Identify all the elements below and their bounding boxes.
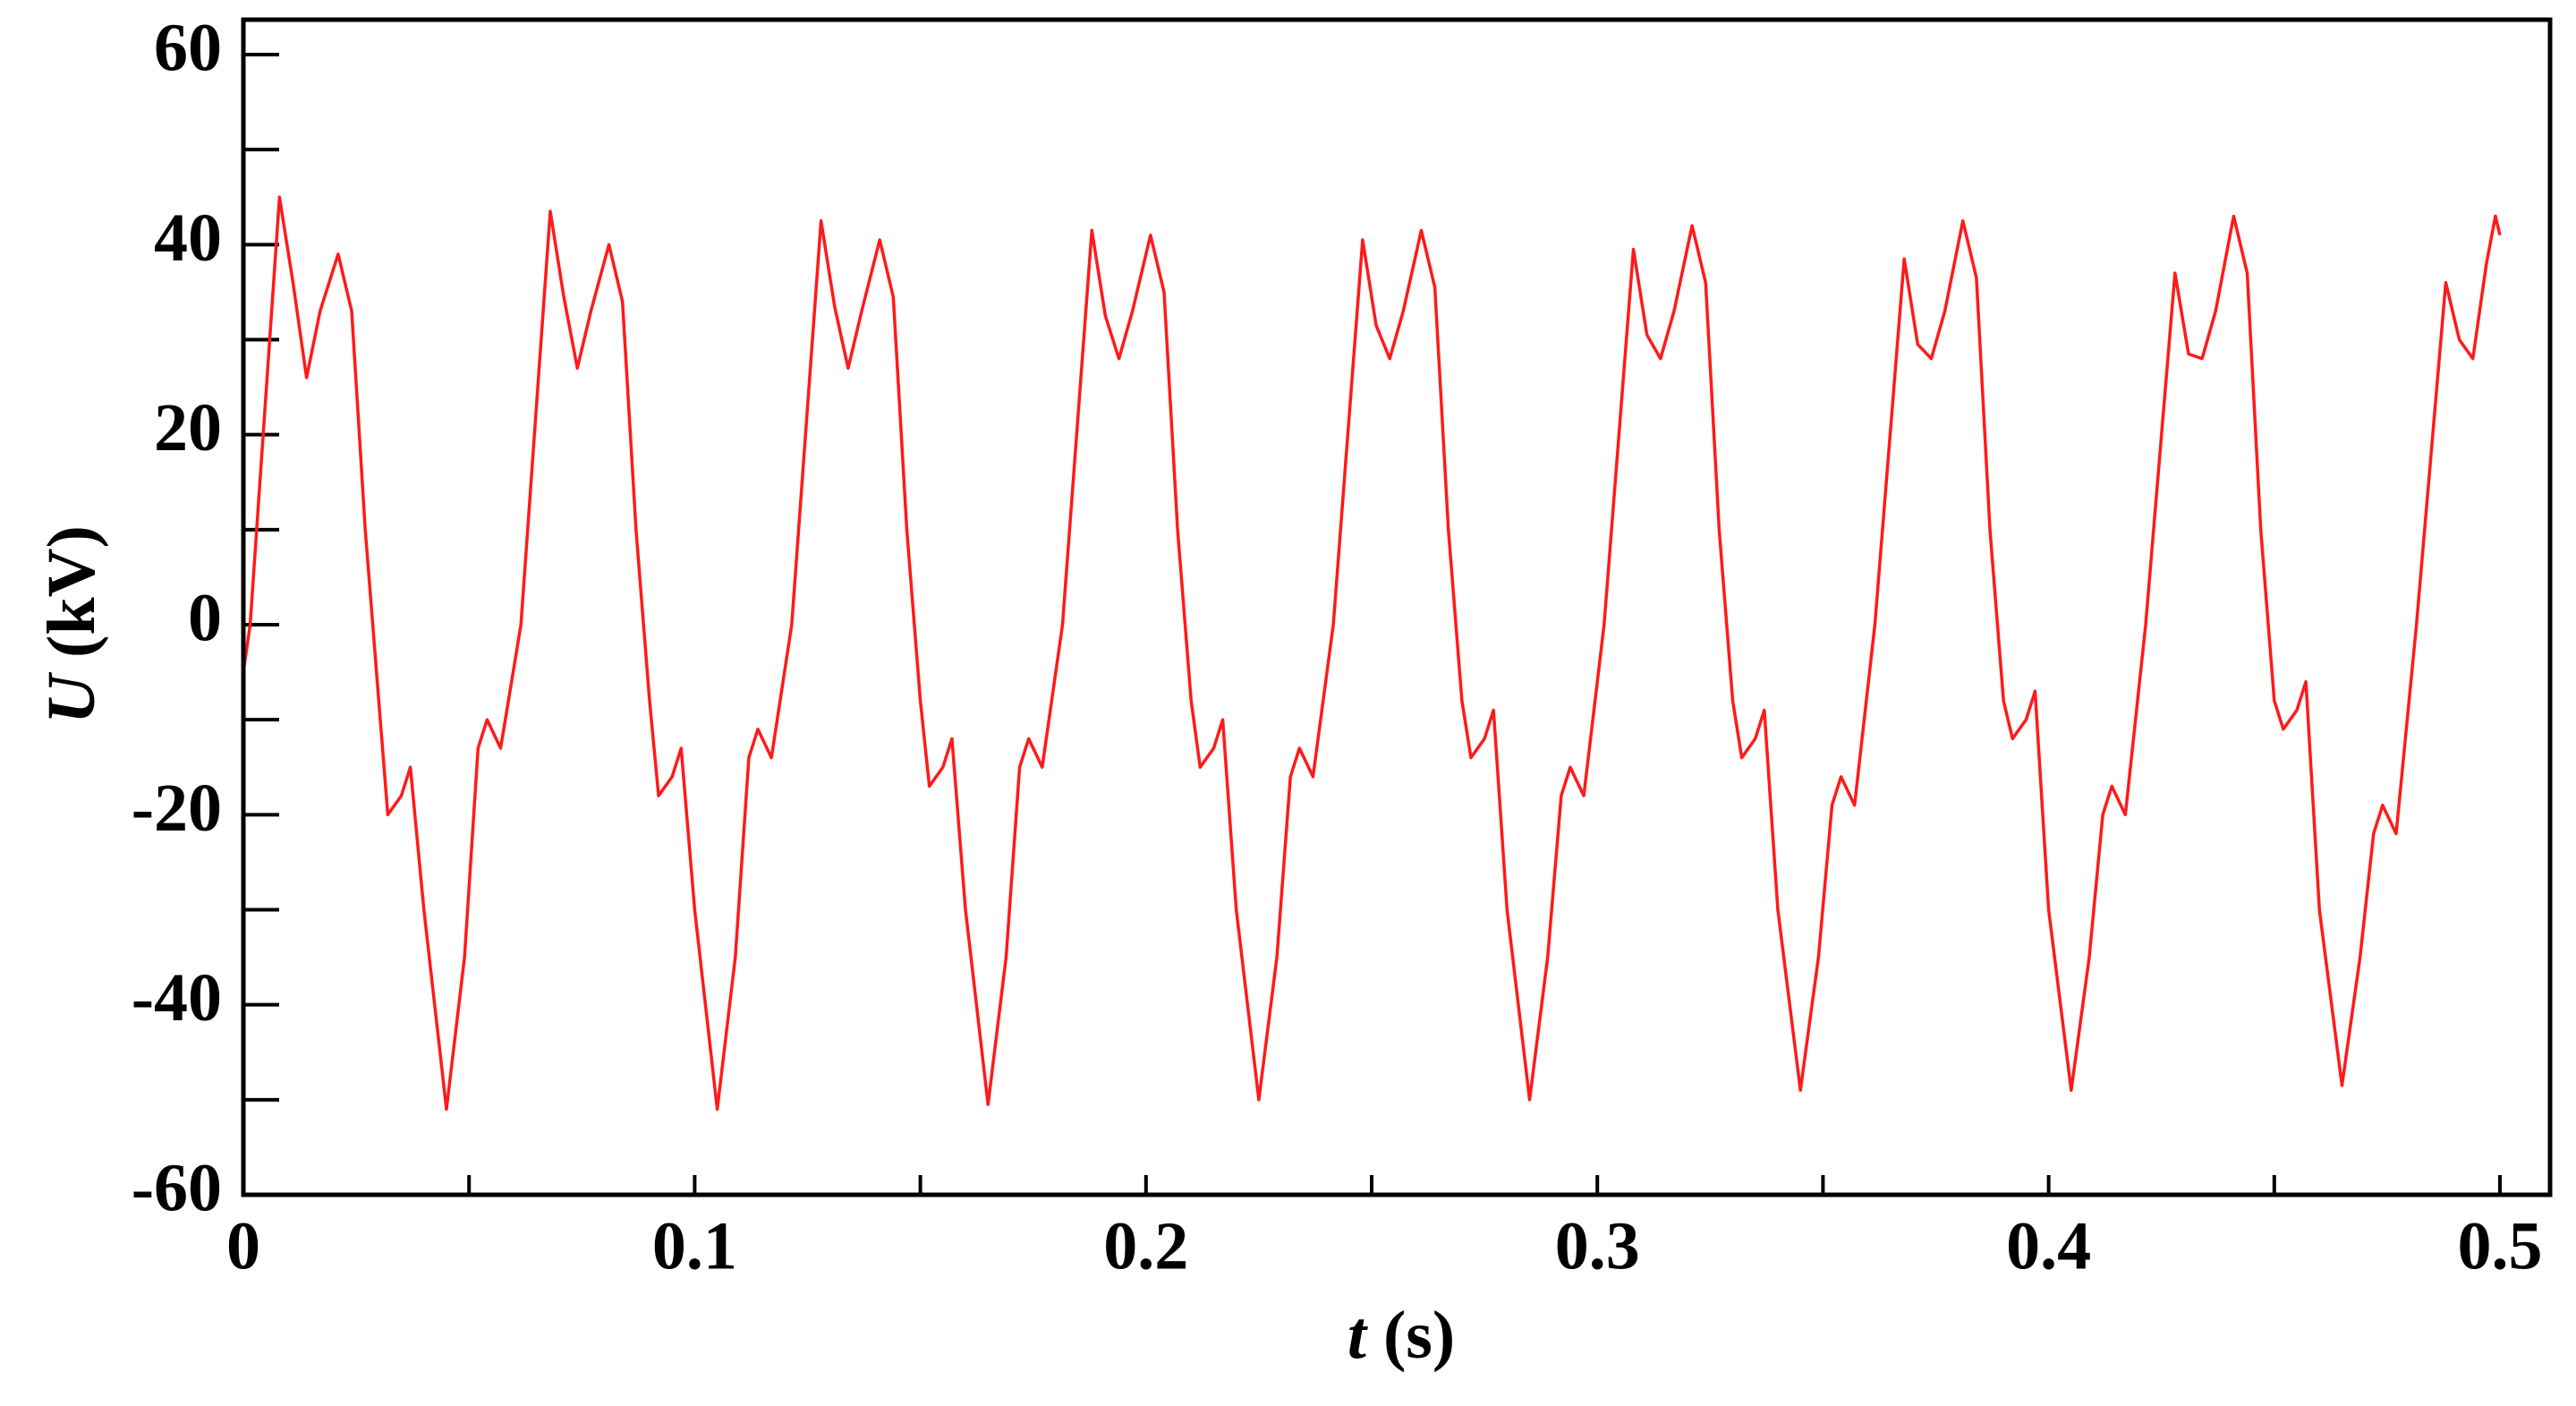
y-label-symbol: U	[34, 671, 109, 724]
y-tick-label: -60	[132, 1150, 222, 1225]
x-tick-label: 0.2	[1103, 1208, 1188, 1283]
plot-frame	[241, 17, 2553, 1197]
x-tick-label: 0.4	[2006, 1208, 2091, 1283]
y-tick-label: 0	[188, 580, 222, 655]
data-line	[242, 195, 2502, 1112]
x-axis-label: t (s)	[1348, 1298, 1455, 1373]
x-tick-label: 0.3	[1555, 1208, 1640, 1283]
x-label-symbol: t	[1348, 1298, 1369, 1373]
y-tick-label: 20	[154, 390, 222, 465]
y-tick-label: -20	[132, 771, 222, 846]
y-label-unit: (kV)	[34, 525, 109, 658]
y-tick-label: -40	[132, 960, 222, 1035]
x-tick-label: 0.1	[652, 1208, 737, 1283]
x-tick-label: 0	[226, 1208, 260, 1283]
x-tick-label: 0.5	[2458, 1208, 2543, 1283]
y-axis-label: U (kV)	[34, 525, 109, 724]
y-tick-label: 40	[154, 200, 222, 276]
y-tick-label: 60	[154, 10, 222, 85]
x-label-unit: (s)	[1383, 1298, 1455, 1373]
